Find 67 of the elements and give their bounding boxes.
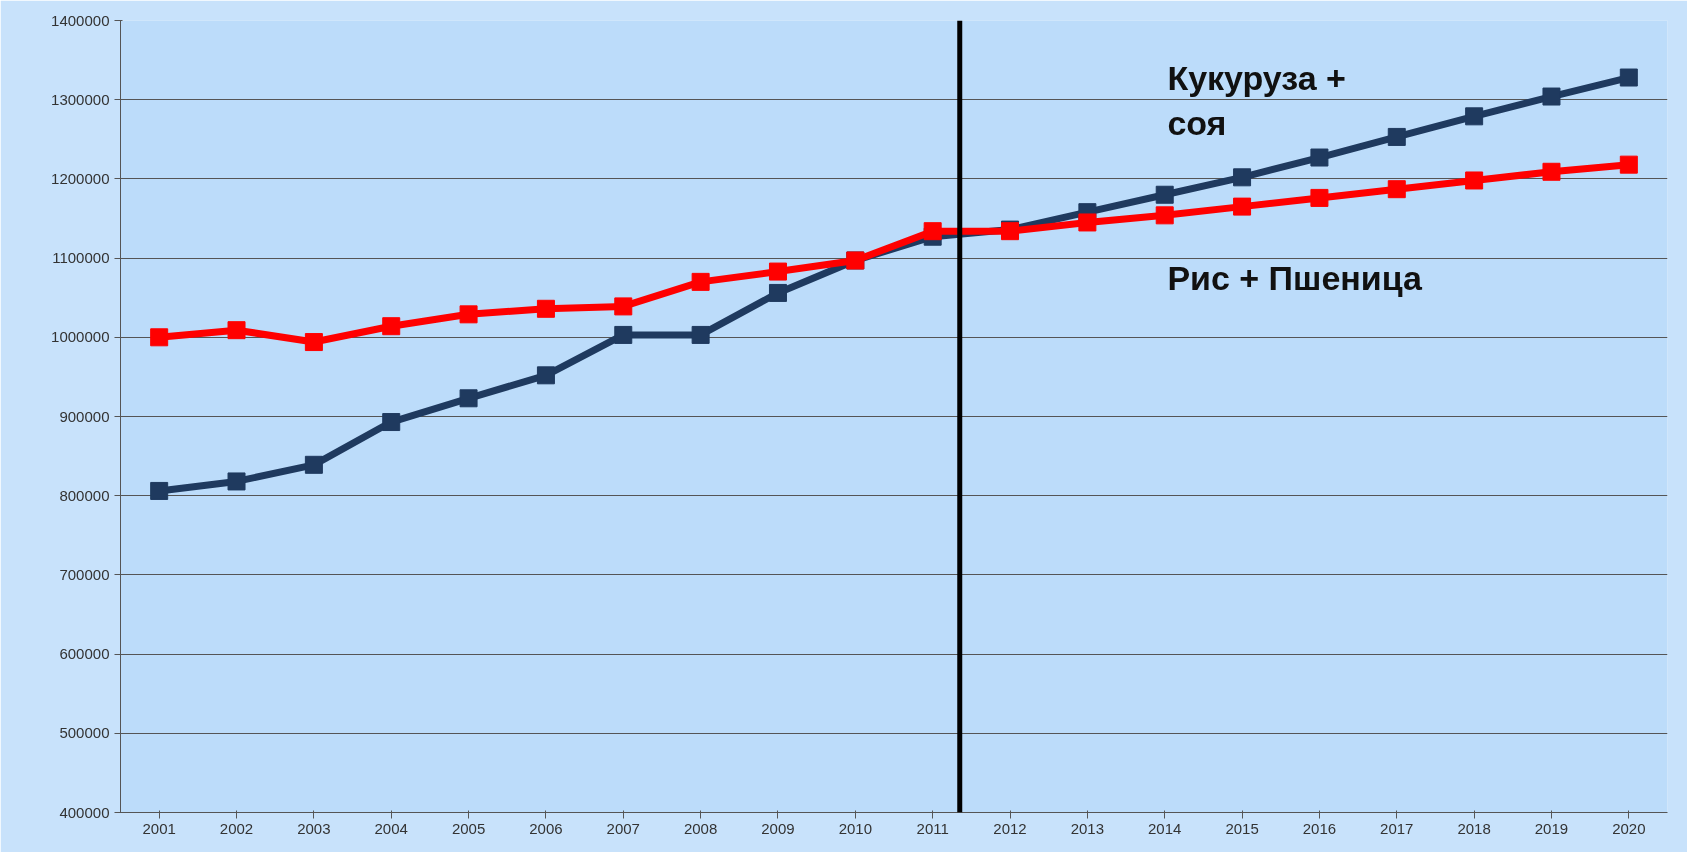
series-label: Рис + Пшеница: [1167, 259, 1424, 298]
point: [150, 481, 169, 500]
point: [1542, 87, 1561, 106]
y-tick-label: 400000: [59, 803, 110, 821]
x-tick-label: 2015: [1225, 819, 1259, 837]
x-tick-label: 2013: [1070, 819, 1105, 837]
point: [1233, 197, 1252, 216]
x-tick-label: 2010: [838, 819, 873, 837]
y-tick-label: 1300000: [51, 90, 110, 108]
point: [382, 413, 401, 432]
x-tick-label: 2006: [529, 819, 563, 837]
point: [1387, 127, 1406, 146]
point: [768, 283, 787, 302]
x-tick-label: 2017: [1380, 819, 1414, 837]
x-tick-label: 2007: [606, 819, 640, 837]
point: [536, 299, 555, 318]
series-label: Кукуруза + соя: [1167, 58, 1346, 143]
x-tick-label: 2019: [1534, 819, 1569, 837]
point: [227, 321, 246, 340]
x-tick-label: 2005: [451, 819, 486, 837]
point: [1465, 171, 1484, 190]
point: [382, 317, 401, 336]
y-tick-label: 1100000: [52, 249, 110, 267]
x-tick-label: 2012: [993, 819, 1027, 837]
point: [459, 305, 478, 324]
point: [1233, 168, 1252, 187]
point: [1387, 180, 1406, 199]
point: [1465, 107, 1484, 126]
x-tick-label: 2011: [916, 819, 949, 837]
point: [304, 455, 323, 474]
point: [1542, 162, 1561, 181]
y-tick-label: 800000: [59, 486, 110, 504]
point: [614, 325, 633, 344]
x-tick-label: 2001: [142, 819, 176, 837]
y-tick-label: 1400000: [51, 11, 110, 29]
point: [768, 262, 787, 281]
y-tick-label: 700000: [59, 565, 110, 583]
point: [691, 272, 710, 291]
y-tick-label: 600000: [59, 645, 110, 663]
point: [1078, 213, 1097, 232]
point: [459, 389, 478, 408]
y-tick-label: 1000000: [51, 328, 110, 346]
x-tick-label: 2004: [374, 819, 408, 837]
x-tick-label: 2008: [683, 819, 718, 837]
point: [1155, 206, 1174, 225]
y-tick-label: 900000: [59, 407, 110, 425]
point: [691, 325, 710, 344]
x-tick-label: 2016: [1302, 819, 1337, 837]
x-tick-label: 2018: [1457, 819, 1491, 837]
y-tick-label: 1200000: [51, 169, 110, 187]
point: [1619, 155, 1638, 174]
point: [923, 222, 942, 241]
point: [1310, 148, 1329, 167]
y-tick-label: 500000: [59, 724, 110, 742]
x-tick-label: 2002: [219, 819, 254, 837]
x-tick-label: 2009: [761, 819, 795, 837]
point: [304, 333, 323, 352]
x-tick-label: 2020: [1612, 819, 1646, 837]
x-tick-label: 2014: [1148, 819, 1182, 837]
point: [614, 297, 633, 316]
x-tick-label: 2003: [297, 819, 331, 837]
point: [1310, 188, 1329, 207]
point: [227, 472, 246, 491]
point: [1619, 68, 1638, 87]
point: [150, 328, 169, 347]
point: [1155, 185, 1174, 204]
point: [536, 366, 555, 385]
